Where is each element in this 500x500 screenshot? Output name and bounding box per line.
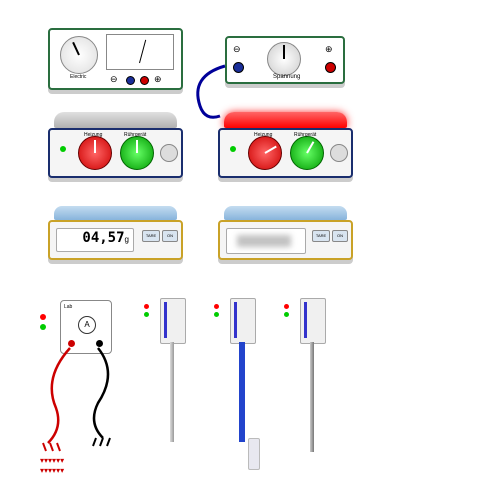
probe-shaft [310, 342, 314, 452]
conductivity-probe [300, 298, 324, 453]
power-supply-label: Spannung [273, 74, 300, 80]
probe-shaft [239, 342, 245, 442]
power-supply-label: Electric [70, 74, 86, 80]
svg-text:▾▾▾▾▾▾: ▾▾▾▾▾▾ [40, 466, 64, 475]
led-icon [214, 304, 219, 309]
socket-icon [140, 76, 149, 85]
balance-display: 04,57g [56, 228, 134, 252]
on-button[interactable]: ON [332, 230, 348, 242]
plus-icon: ⊕ [154, 74, 162, 85]
balance-unit: g [125, 235, 129, 244]
weighing-pan [224, 206, 347, 220]
plus-icon: ⊕ [325, 44, 333, 55]
led-icon [40, 324, 46, 330]
heat-dial [248, 136, 282, 170]
led-icon [144, 312, 149, 317]
heat-dial [78, 136, 112, 170]
hotplate-top-hot [224, 112, 347, 128]
led-icon [144, 304, 149, 309]
stir-dial [290, 136, 324, 170]
hotplate-stirrer-2: Heizung Rührgerät [218, 112, 353, 184]
interface-label: Lab [64, 304, 72, 310]
led-icon [40, 314, 46, 320]
dial-icon [60, 36, 98, 74]
minus-icon: ⊖ [233, 44, 241, 55]
tare-button[interactable]: TARE [142, 230, 160, 242]
balance-reading: 04,57 [82, 230, 124, 246]
hotplate-top [54, 112, 177, 128]
socket-icon [126, 76, 135, 85]
stir-label: Rührgerät [124, 132, 146, 138]
on-button[interactable]: ON [162, 230, 178, 242]
weighing-pan [54, 206, 177, 220]
ammeter-icon: A [78, 316, 96, 334]
socket-icon [68, 340, 75, 347]
ph-probe [230, 298, 254, 473]
led-icon [60, 146, 66, 152]
led-icon [214, 312, 219, 317]
probe-shaft [170, 342, 174, 442]
heat-label: Heizung [254, 132, 272, 138]
tare-button[interactable]: TARE [312, 230, 330, 242]
temperature-probe [160, 298, 184, 443]
dial-icon [267, 42, 301, 76]
stir-label: Rührgerät [294, 132, 316, 138]
socket-icon [325, 62, 336, 73]
small-dial [330, 144, 348, 162]
led-icon [284, 304, 289, 309]
balance-2: TARE ON [218, 206, 353, 266]
svg-text:▾▾▾▾▾▾: ▾▾▾▾▾▾ [40, 456, 64, 465]
socket-icon [96, 340, 103, 347]
power-supply-2: ⊖ Spannung ⊕ [225, 36, 345, 84]
power-supply-1: Electric ⊖ ⊕ [48, 28, 183, 90]
balance-1: 04,57g TARE ON [48, 206, 183, 266]
stir-dial [120, 136, 154, 170]
heat-label: Heizung [84, 132, 102, 138]
cables-icon: ▾▾▾▾▾▾ ▾▾▾▾▾▾ [48, 348, 128, 448]
socket-icon [233, 62, 244, 73]
led-icon [230, 146, 236, 152]
led-icon [284, 312, 289, 317]
meter-icon [106, 34, 174, 70]
probe-glass-bulb [248, 438, 260, 470]
small-dial [160, 144, 178, 162]
hotplate-stirrer-1: Heizung Rührgerät [48, 112, 183, 184]
interface-box: Lab A ▾▾▾▾▾▾ ▾▾▾▾▾▾ [60, 300, 112, 370]
minus-icon: ⊖ [110, 74, 118, 85]
balance-display-blurred [226, 228, 306, 254]
